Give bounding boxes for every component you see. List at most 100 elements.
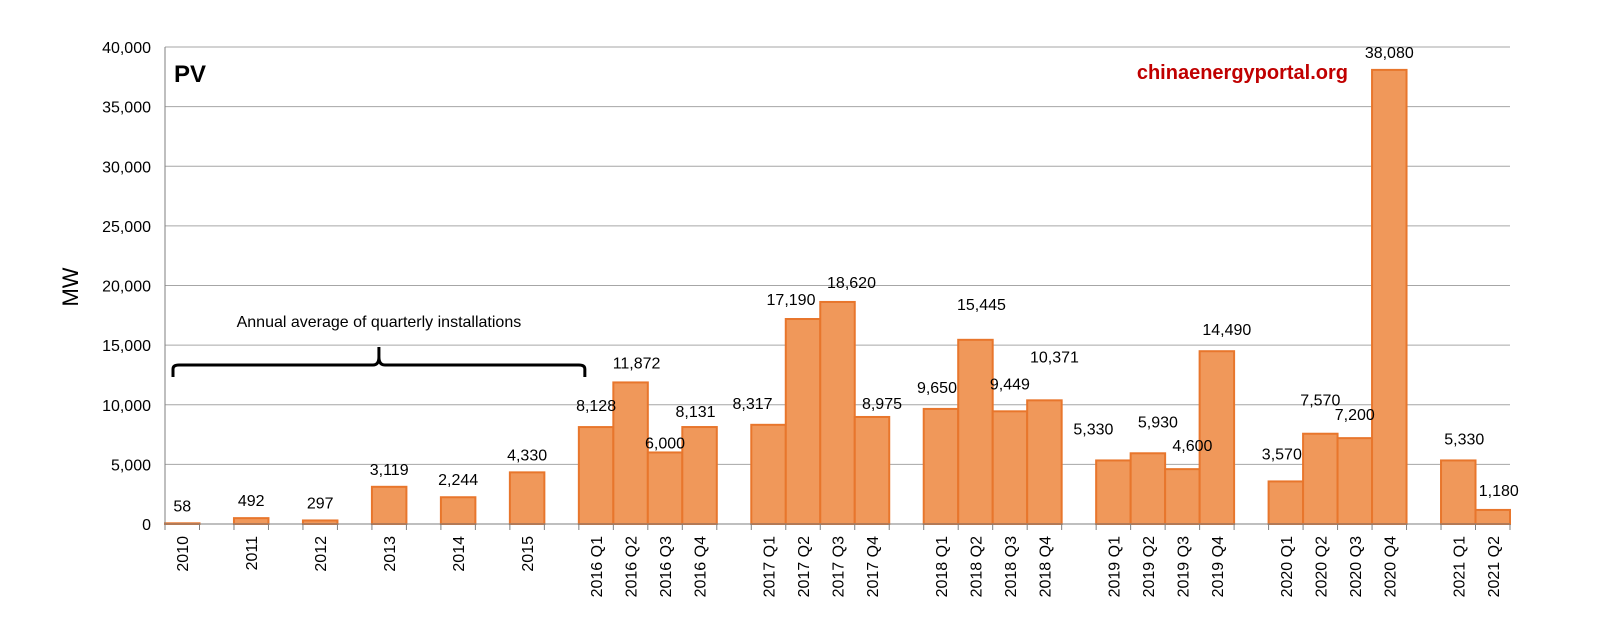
chart-title: PV	[174, 61, 206, 88]
x-tick-label: 2011	[244, 536, 261, 571]
bar-2017-q4	[853, 415, 891, 525]
bar-2012	[301, 519, 339, 525]
x-tick-label: 2017 Q3	[831, 536, 848, 597]
bar-2020-q4	[1371, 68, 1408, 526]
x-tick-label: 2021 Q2	[1486, 536, 1503, 597]
bar-2021-q2	[1474, 508, 1511, 525]
bar-2020-q3	[1336, 437, 1374, 526]
bar-2019-q4	[1198, 350, 1236, 525]
data-label: 5,930	[1138, 414, 1178, 431]
bar-2017-q1	[750, 423, 787, 525]
data-label: 8,975	[862, 396, 902, 413]
data-label: 3,119	[370, 462, 409, 479]
data-label: 297	[307, 495, 334, 512]
data-label: 3,570	[1262, 446, 1302, 463]
data-label: 5,330	[1073, 421, 1113, 438]
bar-2011	[232, 517, 270, 525]
data-label: 2,244	[438, 472, 478, 489]
data-label: 15,445	[957, 297, 1006, 314]
x-tick-label: 2017 Q1	[762, 536, 779, 597]
data-label: 14,490	[1202, 322, 1251, 339]
x-tick-label: 2016 Q4	[693, 536, 710, 597]
bar-2019-q2	[1129, 452, 1167, 526]
data-label: 6,000	[645, 435, 685, 452]
x-tick-label: 2014	[451, 536, 468, 572]
bar-2018-q4	[1026, 399, 1063, 526]
y-tick-label: 10,000	[102, 398, 151, 415]
bar-2021-q1	[1440, 459, 1477, 526]
gridlines	[165, 46, 1510, 525]
bar-2016-q2	[612, 381, 649, 525]
bar-2018-q3	[991, 410, 1029, 525]
bar-2014	[439, 496, 477, 525]
bar-2019-q1	[1095, 459, 1132, 526]
axes	[164, 47, 1511, 530]
y-tick-label: 25,000	[102, 219, 151, 236]
y-tick-label: 20,000	[102, 279, 151, 296]
data-label: 17,190	[767, 292, 816, 309]
bar-2020-q2	[1302, 432, 1339, 525]
x-tick-labels: 2010 2011 2012 2013 2014 2015 2016 Q1 2016 Q2 20…	[175, 536, 1503, 597]
x-tick-label: 2010	[175, 536, 192, 572]
x-tick-label: 2016 Q3	[658, 536, 675, 597]
data-label: 58	[173, 498, 191, 515]
y-tick-label: 30,000	[102, 159, 151, 176]
x-tick-label: 2019 Q3	[1175, 536, 1192, 597]
x-tick-label: 2018 Q3	[1003, 536, 1020, 597]
bar-2015	[508, 471, 546, 525]
x-tick-label: 2020 Q3	[1348, 536, 1365, 597]
data-label: 8,128	[576, 398, 616, 415]
y-tick-label: 15,000	[102, 338, 151, 355]
x-tick-label: 2018 Q4	[1037, 536, 1054, 597]
data-label: 4,600	[1172, 438, 1212, 455]
x-tick-label: 2020 Q4	[1382, 536, 1399, 597]
data-label: 7,200	[1335, 407, 1375, 424]
y-tick-label: 0	[142, 517, 151, 534]
data-label: 38,080	[1365, 45, 1414, 62]
x-tick-label: 2017 Q4	[865, 536, 882, 597]
data-label: 8,131	[676, 404, 716, 421]
data-label: 8,317	[733, 396, 773, 413]
x-tick-label: 2013	[382, 536, 399, 572]
data-label: 4,330	[507, 447, 547, 464]
bar-2016-q1	[577, 426, 615, 526]
bars	[164, 68, 1511, 526]
bar-2016-q4	[681, 426, 718, 525]
y-axis-title: MW	[58, 267, 83, 306]
x-tick-label: 2016 Q1	[589, 536, 606, 597]
data-label: 5,330	[1444, 431, 1484, 448]
x-tick-label: 2019 Q2	[1141, 536, 1158, 597]
data-label: 7,570	[1300, 393, 1340, 410]
x-tick-label: 2018 Q2	[968, 536, 985, 597]
annotation: Annual average of quarterly installation…	[171, 314, 587, 377]
data-labels: 58 492 297 3,119 2,244 4,330 8,128 11,872 6,000 8…	[173, 45, 1519, 515]
bar-2017-q2	[784, 318, 822, 525]
x-tick-label: 2021 Q1	[1451, 536, 1468, 597]
x-tick-label: 2019 Q4	[1210, 536, 1227, 597]
brace-shape	[171, 347, 587, 377]
x-tick-label: 2015	[520, 536, 537, 572]
data-label: 10,371	[1030, 349, 1079, 366]
x-tick-label: 2017 Q2	[796, 536, 813, 597]
data-label: 1,180	[1479, 483, 1519, 500]
y-tick-label: 40,000	[102, 40, 151, 57]
data-label: 18,620	[827, 275, 876, 292]
y-tick-labels: 0 5,000 10,000 15,000 20,000 25,000 30,000 35,0…	[102, 40, 151, 534]
data-label: 11,872	[613, 355, 661, 372]
bar-2017-q3	[819, 300, 856, 526]
bar-2016-q3	[646, 451, 684, 526]
watermark-text: chinaenergyportal.org	[1137, 62, 1348, 84]
x-tick-label: 2018 Q1	[934, 536, 951, 597]
annotation-text: Annual average of quarterly installation…	[237, 314, 522, 331]
data-label: 9,449	[990, 376, 1030, 393]
x-tick-label: 2016 Q2	[624, 536, 641, 597]
x-tick-label: 2020 Q2	[1313, 536, 1330, 597]
bar-2013	[370, 485, 408, 526]
y-tick-label: 35,000	[102, 100, 151, 117]
x-tick-label: 2019 Q1	[1106, 536, 1123, 597]
bar-2019-q3	[1164, 468, 1201, 525]
bar-2018-q1	[922, 407, 960, 525]
bar-2020-q1	[1267, 480, 1305, 526]
